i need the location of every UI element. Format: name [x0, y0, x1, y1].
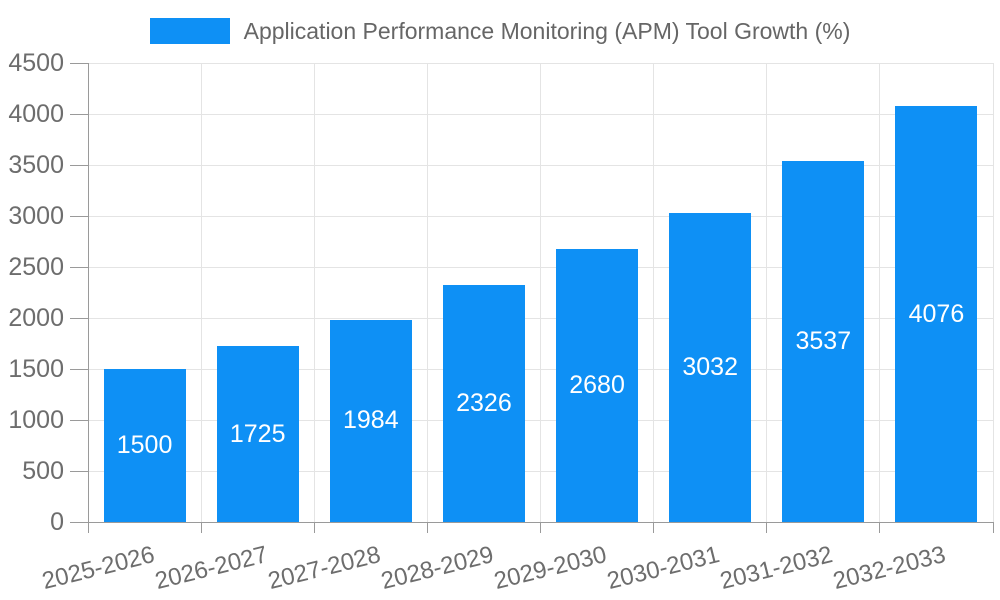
y-axis-label: 500	[22, 457, 64, 485]
y-tick-mark	[70, 368, 88, 370]
x-grid-line	[426, 63, 428, 522]
bar: 1500	[103, 369, 186, 522]
y-axis-label: 1500	[8, 355, 64, 383]
y-axis-label: 3500	[8, 151, 64, 179]
bar: 1984	[329, 319, 412, 522]
y-axis-label: 1000	[8, 406, 64, 434]
x-axis-line	[88, 521, 993, 523]
x-tick-mark	[200, 522, 202, 533]
legend-label: Application Performance Monitoring (APM)…	[243, 17, 851, 44]
x-tick-mark	[426, 522, 428, 533]
x-tick-mark	[992, 522, 994, 533]
bar: 3032	[669, 212, 752, 522]
x-tick-mark	[766, 522, 768, 533]
y-tick-mark	[70, 113, 88, 115]
bar-value-label: 3032	[682, 352, 738, 381]
y-tick-mark	[70, 266, 88, 268]
x-grid-line	[200, 63, 202, 522]
y-axis-label: 4000	[8, 100, 64, 128]
bar: 3537	[782, 161, 865, 522]
x-grid-line	[653, 63, 655, 522]
x-grid-line	[540, 63, 541, 522]
y-tick-mark	[70, 62, 88, 64]
x-grid-line	[992, 63, 994, 522]
bar-value-label: 4076	[908, 299, 965, 328]
legend-swatch-icon	[149, 18, 230, 44]
bar-value-label: 1500	[116, 431, 173, 459]
x-grid-line	[766, 63, 768, 522]
bar: 2326	[442, 284, 525, 522]
y-axis-label: 2500	[8, 253, 64, 281]
y-axis-line	[87, 63, 89, 523]
y-axis-label: 0	[50, 508, 64, 536]
bar-value-label: 1984	[343, 406, 399, 435]
x-tick-mark	[879, 522, 881, 533]
bar-value-label: 1725	[229, 419, 286, 448]
y-axis-label: 2000	[8, 304, 64, 332]
bar-value-label: 2326	[456, 388, 512, 417]
bar: 2680	[556, 248, 639, 522]
bar: 4076	[895, 106, 978, 522]
x-tick-mark	[313, 522, 315, 533]
x-tick-mark	[87, 522, 89, 533]
x-tick-mark	[653, 522, 655, 533]
y-axis-label: 3000	[8, 202, 64, 230]
x-grid-line	[879, 63, 881, 522]
chart-legend[interactable]: Application Performance Monitoring (APM)…	[0, 16, 1000, 46]
x-grid-line	[313, 63, 315, 522]
y-tick-mark	[70, 470, 88, 472]
x-tick-mark	[540, 522, 541, 533]
y-tick-mark	[70, 419, 88, 421]
bar-value-label: 2680	[569, 370, 625, 399]
y-tick-mark	[70, 317, 88, 319]
y-tick-mark	[70, 164, 88, 166]
y-tick-mark	[70, 215, 88, 217]
bar: 1725	[216, 346, 299, 522]
y-axis-label: 4500	[8, 49, 64, 77]
y-tick-mark	[70, 521, 88, 523]
bar-value-label: 3537	[795, 327, 852, 356]
